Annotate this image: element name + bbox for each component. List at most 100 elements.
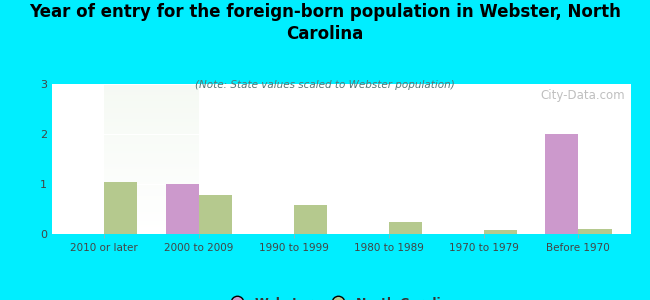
Bar: [104, 218, 199, 220]
Bar: [104, 103, 199, 106]
Bar: [104, 227, 199, 230]
Bar: [104, 162, 199, 164]
Bar: [104, 110, 199, 112]
Bar: [104, 7, 199, 9]
Bar: [104, 106, 199, 108]
Bar: [104, 182, 137, 234]
Bar: [104, 137, 199, 140]
Bar: [104, 63, 199, 65]
Bar: [104, 2, 199, 4]
Bar: [104, 205, 199, 207]
Bar: [104, 135, 199, 137]
Bar: [578, 229, 612, 234]
Bar: [104, 61, 199, 63]
Bar: [104, 151, 199, 153]
Bar: [104, 112, 199, 115]
Bar: [104, 76, 199, 79]
Bar: [104, 18, 199, 20]
Bar: [104, 81, 199, 83]
Bar: [166, 184, 199, 234]
Bar: [104, 88, 199, 90]
Bar: [104, 40, 199, 43]
Bar: [104, 0, 199, 2]
Legend: Webster, North Carolina: Webster, North Carolina: [220, 292, 463, 300]
Bar: [104, 45, 199, 47]
Bar: [104, 146, 199, 148]
Bar: [104, 9, 199, 11]
Bar: [104, 115, 199, 117]
Bar: [104, 191, 199, 194]
Bar: [104, 144, 199, 146]
Bar: [104, 160, 199, 162]
Bar: [104, 182, 199, 184]
Bar: [104, 176, 199, 178]
Bar: [294, 205, 327, 234]
Bar: [104, 220, 199, 223]
Bar: [104, 187, 199, 189]
Bar: [104, 74, 199, 77]
Bar: [104, 79, 199, 81]
Bar: [104, 198, 199, 200]
Bar: [104, 216, 199, 218]
Bar: [104, 126, 199, 128]
Bar: [104, 214, 199, 216]
Bar: [104, 83, 199, 85]
Bar: [104, 200, 199, 202]
Bar: [104, 130, 199, 133]
Bar: [104, 50, 199, 52]
Bar: [104, 128, 199, 130]
Bar: [104, 99, 199, 101]
Bar: [104, 117, 199, 119]
Bar: [104, 202, 199, 205]
Bar: [104, 140, 199, 142]
Bar: [104, 56, 199, 58]
Bar: [104, 85, 199, 88]
Bar: [104, 232, 199, 234]
Bar: [104, 171, 199, 173]
Bar: [484, 230, 517, 234]
Bar: [104, 225, 199, 227]
Bar: [104, 169, 199, 171]
Bar: [104, 14, 199, 16]
Bar: [104, 47, 199, 50]
Bar: [104, 58, 199, 61]
Bar: [104, 178, 199, 180]
Bar: [104, 29, 199, 32]
Bar: [104, 70, 199, 72]
Bar: [199, 195, 232, 234]
Bar: [104, 230, 199, 232]
Bar: [104, 25, 199, 27]
Bar: [104, 27, 199, 29]
Bar: [104, 158, 199, 160]
Bar: [104, 92, 199, 95]
Bar: [104, 196, 199, 198]
Bar: [104, 90, 199, 92]
Bar: [104, 142, 199, 144]
Bar: [104, 22, 199, 25]
Bar: [104, 65, 199, 68]
Bar: [104, 38, 199, 40]
Bar: [104, 20, 199, 22]
Bar: [104, 36, 199, 38]
Bar: [104, 167, 199, 169]
Bar: [104, 119, 199, 122]
Text: Year of entry for the foreign-born population in Webster, North
Carolina: Year of entry for the foreign-born popul…: [29, 3, 621, 43]
Bar: [104, 122, 199, 124]
Bar: [104, 173, 199, 176]
Bar: [104, 43, 199, 45]
Bar: [104, 68, 199, 70]
Bar: [104, 209, 199, 211]
Bar: [104, 94, 199, 97]
Bar: [104, 223, 199, 225]
Bar: [104, 194, 199, 196]
Bar: [104, 101, 199, 104]
Bar: [104, 34, 199, 36]
Bar: [104, 180, 199, 182]
Bar: [104, 108, 199, 110]
Text: (Note: State values scaled to Webster population): (Note: State values scaled to Webster po…: [195, 80, 455, 89]
Bar: [104, 184, 199, 187]
Bar: [104, 164, 199, 166]
Bar: [104, 124, 199, 126]
Bar: [104, 133, 199, 135]
Bar: [104, 148, 199, 151]
